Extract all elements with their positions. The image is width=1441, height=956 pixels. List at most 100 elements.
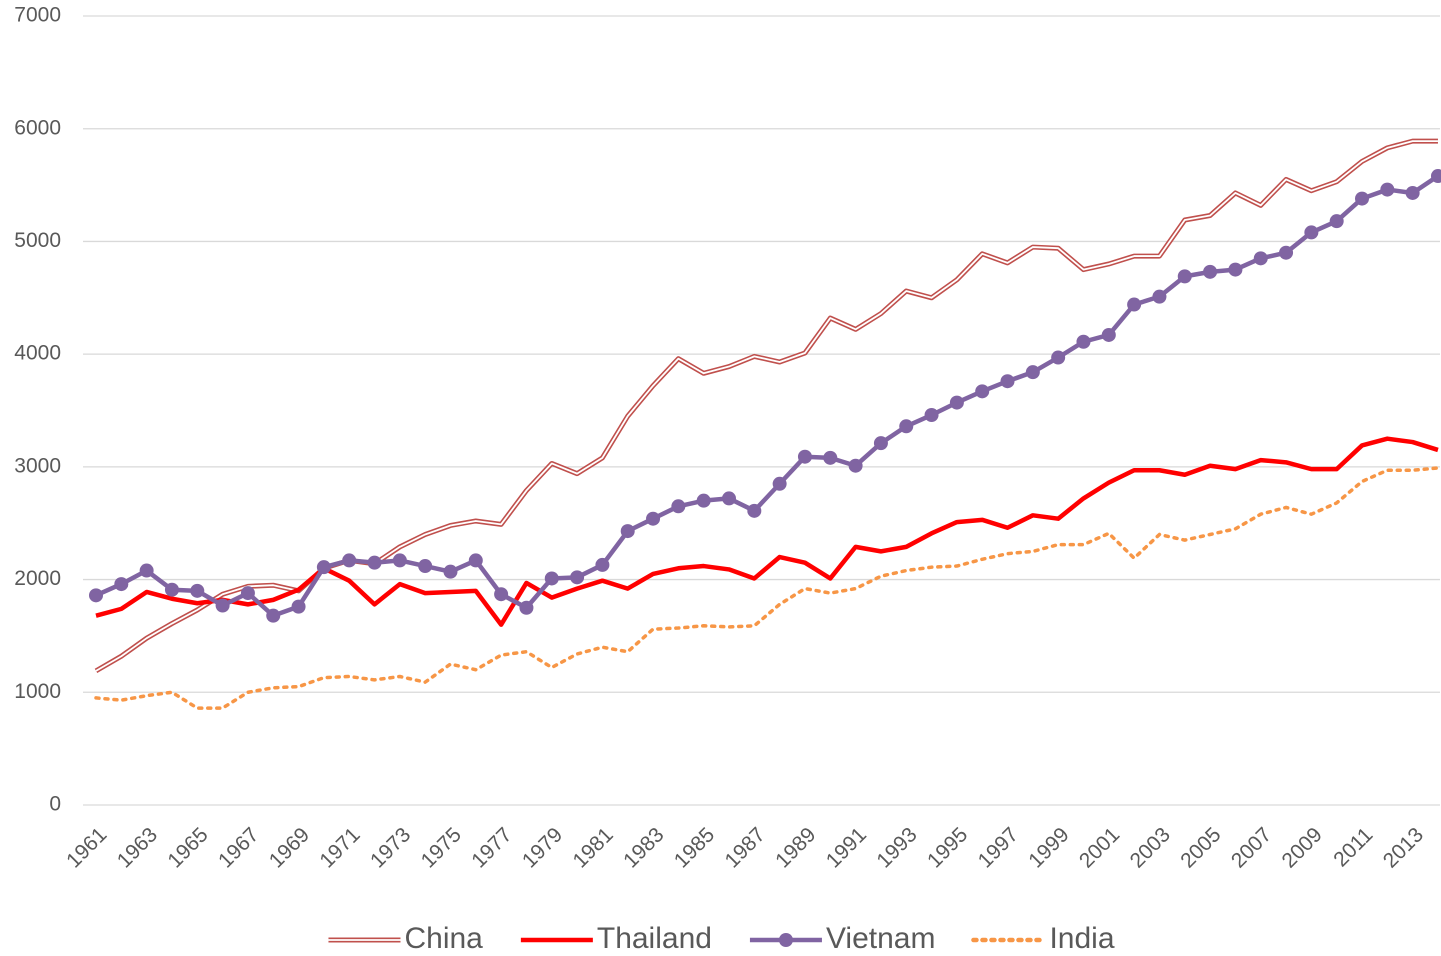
x-tick-label: 1965 bbox=[163, 823, 212, 872]
y-tick-label: 1000 bbox=[14, 680, 61, 703]
marker bbox=[544, 571, 559, 586]
x-tick-label: 1997 bbox=[974, 823, 1023, 872]
x-tick-label: 1961 bbox=[62, 823, 111, 872]
marker bbox=[468, 553, 483, 568]
x-tick-label: 2003 bbox=[1126, 823, 1175, 872]
y-tick-label: 3000 bbox=[14, 454, 61, 477]
x-tick-label: 1987 bbox=[720, 823, 769, 872]
marker bbox=[1329, 214, 1344, 229]
x-tick-label: 2005 bbox=[1176, 823, 1225, 872]
marker bbox=[646, 511, 661, 526]
legend-marker bbox=[778, 933, 793, 947]
y-tick-label: 4000 bbox=[14, 342, 61, 365]
marker bbox=[1228, 262, 1243, 277]
marker bbox=[418, 559, 433, 574]
x-tick-label: 1963 bbox=[113, 823, 162, 872]
legend-item: Thailand bbox=[520, 922, 712, 955]
marker bbox=[671, 499, 686, 514]
marker bbox=[89, 588, 103, 603]
marker bbox=[1101, 327, 1116, 342]
marker bbox=[443, 564, 458, 579]
marker bbox=[494, 587, 509, 602]
marker bbox=[873, 436, 888, 451]
marker bbox=[1430, 169, 1441, 184]
legend-label: Thailand bbox=[597, 922, 712, 955]
legend-item: India bbox=[971, 922, 1115, 955]
marker bbox=[519, 600, 534, 615]
marker bbox=[570, 570, 585, 585]
marker bbox=[1203, 264, 1218, 279]
marker bbox=[114, 577, 129, 592]
marker bbox=[747, 503, 762, 518]
legend-item: China bbox=[328, 922, 483, 955]
marker bbox=[823, 450, 838, 465]
marker bbox=[392, 553, 407, 568]
marker bbox=[848, 458, 863, 473]
marker bbox=[1177, 269, 1192, 284]
marker bbox=[1051, 350, 1066, 365]
marker bbox=[1405, 185, 1420, 200]
marker bbox=[1076, 334, 1091, 349]
marker bbox=[164, 582, 179, 597]
x-tick-label: 1975 bbox=[417, 823, 466, 872]
line bbox=[94, 466, 1440, 710]
marker bbox=[1152, 289, 1167, 304]
x-tick-label: 2007 bbox=[1227, 823, 1276, 872]
marker bbox=[1304, 225, 1319, 240]
y-tick-label: 7000 bbox=[14, 4, 61, 27]
x-tick-label: 1995 bbox=[923, 823, 972, 872]
x-tick-label: 1999 bbox=[1024, 823, 1073, 872]
x-tick-label: 1967 bbox=[214, 823, 263, 872]
x-tick-label: 2013 bbox=[1379, 823, 1428, 872]
marker bbox=[367, 555, 382, 570]
x-tick-label: 1969 bbox=[265, 823, 314, 872]
legend-item: Vietnam bbox=[749, 922, 936, 955]
x-tick-label: 1977 bbox=[467, 823, 516, 872]
y-tick-label: 6000 bbox=[14, 116, 61, 139]
x-tick-label: 1981 bbox=[569, 823, 618, 872]
marker bbox=[139, 563, 154, 578]
x-tick-label: 1983 bbox=[619, 823, 668, 872]
marker bbox=[240, 586, 255, 601]
marker bbox=[797, 449, 812, 464]
x-tick-label: 1993 bbox=[872, 823, 921, 872]
marker bbox=[1025, 365, 1040, 380]
marker bbox=[1000, 374, 1015, 389]
legend-label: Vietnam bbox=[826, 922, 936, 955]
legend-label: India bbox=[1049, 922, 1114, 955]
marker bbox=[899, 419, 914, 434]
x-tick-label: 2001 bbox=[1075, 823, 1124, 872]
x-tick-label: 2011 bbox=[1329, 823, 1377, 871]
x-tick-label: 2009 bbox=[1278, 823, 1327, 872]
marker bbox=[1253, 251, 1268, 266]
marker bbox=[215, 598, 230, 613]
marker bbox=[1279, 245, 1294, 260]
legend: China Thailand Vietnam India bbox=[328, 922, 1115, 955]
y-tick-label: 0 bbox=[49, 793, 61, 816]
x-tick-label: 1971 bbox=[315, 823, 364, 872]
x-tick-label: 1989 bbox=[771, 823, 820, 872]
marker bbox=[266, 608, 281, 623]
marker bbox=[316, 560, 331, 575]
legend-label: China bbox=[404, 922, 483, 955]
marker bbox=[190, 583, 205, 598]
marker bbox=[924, 408, 939, 423]
marker bbox=[620, 524, 635, 539]
marker bbox=[975, 384, 990, 399]
y-tick-label: 5000 bbox=[14, 229, 61, 252]
marker bbox=[1355, 191, 1369, 206]
marker bbox=[595, 557, 610, 572]
x-tick-label: 1979 bbox=[518, 823, 567, 872]
marker bbox=[342, 553, 357, 568]
marker bbox=[696, 493, 711, 508]
marker bbox=[1127, 297, 1142, 312]
x-tick-label: 1973 bbox=[366, 823, 415, 872]
marker bbox=[949, 395, 964, 410]
marker bbox=[1380, 182, 1395, 197]
marker bbox=[772, 476, 787, 491]
marker bbox=[291, 599, 306, 614]
x-tick-label: 1991 bbox=[822, 823, 871, 872]
marker bbox=[722, 491, 736, 506]
y-tick-label: 2000 bbox=[14, 567, 61, 590]
